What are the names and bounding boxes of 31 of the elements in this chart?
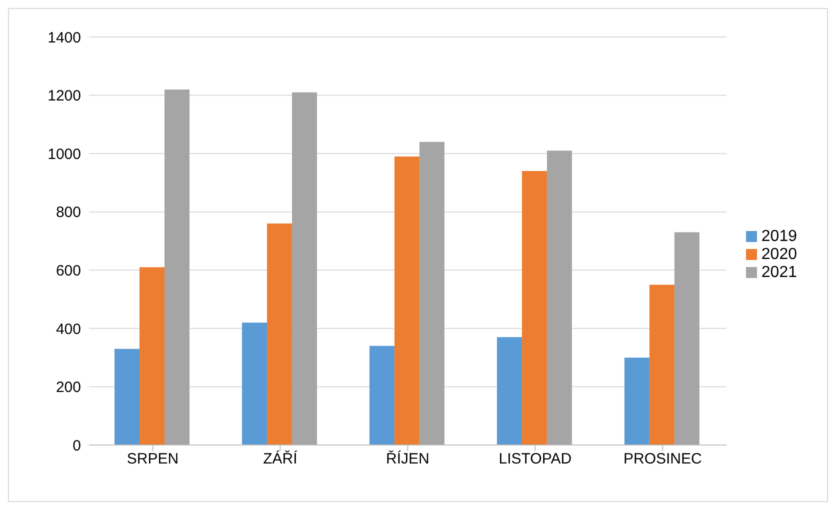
bar (394, 156, 420, 445)
bar (496, 337, 522, 445)
y-tick-label: 1000 (48, 146, 81, 163)
y-tick-label: 1200 (48, 88, 81, 105)
y-tick-label: 800 (56, 204, 81, 222)
bar (624, 358, 650, 445)
bar (292, 92, 317, 445)
bar (114, 348, 140, 445)
legend-label: 2021 (761, 264, 797, 281)
y-tick-label: 600 (56, 262, 81, 280)
bar (546, 150, 572, 445)
x-tick-label: PROSINEC (623, 450, 702, 468)
bar (369, 346, 394, 445)
legend-label: 2020 (761, 246, 797, 263)
x-tick-label: ŘÍJEN (386, 450, 430, 468)
y-tick-label: 400 (56, 320, 81, 338)
legend-label: 2019 (761, 228, 797, 245)
bar (649, 284, 674, 445)
bar (266, 224, 292, 445)
bar (419, 142, 444, 445)
x-tick-label: ZÁŘÍ (263, 450, 298, 468)
y-tick-label: 1400 (48, 29, 81, 46)
bar (139, 267, 164, 445)
bar (242, 322, 267, 445)
x-tick-label: SRPEN (126, 450, 179, 468)
bar (674, 232, 700, 445)
x-tick-label: LISTOPAD (498, 450, 572, 468)
bar (522, 171, 547, 445)
y-tick-label: 0 (72, 437, 81, 454)
bar (164, 89, 190, 445)
y-tick-label: 200 (56, 379, 81, 396)
